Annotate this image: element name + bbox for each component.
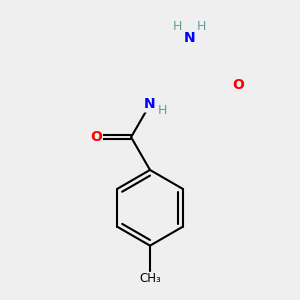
Text: CH₃: CH₃ — [139, 272, 161, 285]
Text: H: H — [173, 20, 182, 33]
Text: O: O — [232, 78, 244, 92]
Text: N: N — [184, 32, 196, 45]
Text: H: H — [197, 20, 206, 33]
Text: H: H — [158, 103, 167, 117]
Text: O: O — [90, 130, 102, 144]
Text: N: N — [144, 98, 156, 111]
